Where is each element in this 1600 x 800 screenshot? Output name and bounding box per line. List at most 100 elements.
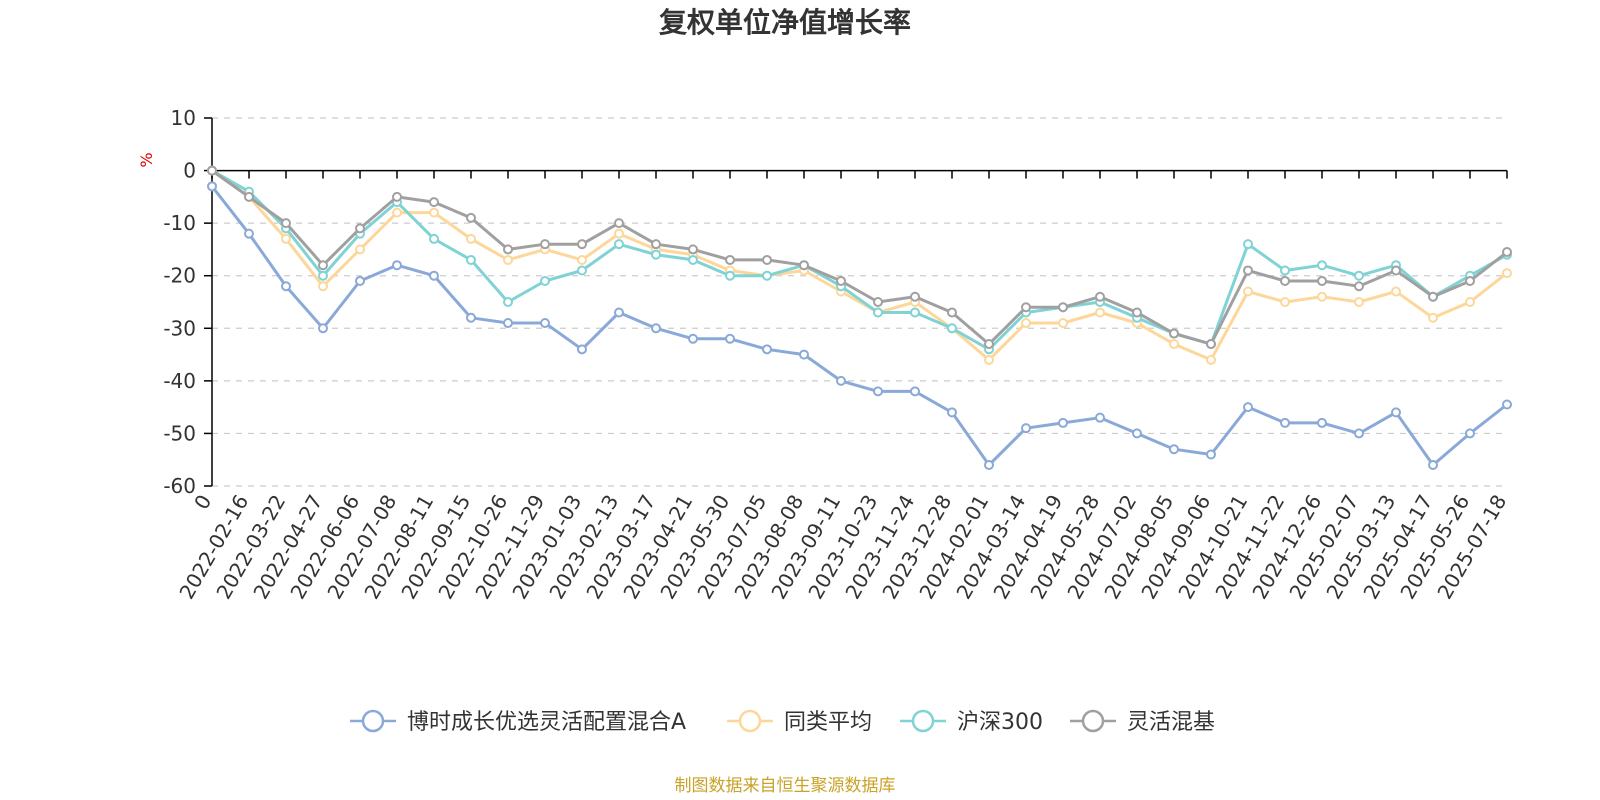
data-point <box>1058 318 1068 329</box>
data-point <box>1465 428 1475 439</box>
data-point <box>651 249 661 260</box>
legend-item[interactable]: 同类平均 <box>727 709 872 735</box>
data-point <box>1243 265 1253 276</box>
data-point <box>1317 275 1327 286</box>
data-point <box>281 281 291 292</box>
data-point <box>540 318 550 329</box>
data-point <box>947 307 957 318</box>
data-point <box>1391 286 1401 297</box>
legend-circle-icon <box>361 709 385 733</box>
data-point <box>466 233 476 244</box>
data-point <box>503 254 513 265</box>
data-point <box>984 339 994 350</box>
legend[interactable]: 博时成长优选灵活配置混合A 同类平均 沪深300 灵活混基 <box>350 709 1215 735</box>
data-point <box>466 312 476 323</box>
data-point <box>355 223 365 234</box>
data-point <box>429 270 439 281</box>
data-point <box>1243 402 1253 413</box>
data-point <box>910 386 920 397</box>
data-point <box>207 181 217 192</box>
data-point <box>429 207 439 218</box>
data-point <box>1502 247 1512 258</box>
data-point <box>1317 260 1327 271</box>
data-point <box>1465 297 1475 307</box>
y-tick-label: -10 <box>163 211 196 235</box>
y-axis-unit: % <box>137 152 156 167</box>
data-point <box>947 407 957 418</box>
data-point <box>281 218 291 229</box>
data-point <box>910 307 920 318</box>
data-point <box>207 165 217 176</box>
data-point <box>762 270 772 281</box>
y-tick-label: -40 <box>163 369 196 393</box>
data-point <box>1021 318 1031 329</box>
series-line <box>211 169 1508 351</box>
y-tick-label: 0 <box>183 159 196 183</box>
y-tick-label: -30 <box>163 316 196 340</box>
data-point <box>1095 412 1105 423</box>
legend-circle-icon <box>911 709 935 733</box>
legend-circle-icon <box>1081 709 1105 733</box>
legend-item[interactable]: 博时成长优选灵活配置混合A <box>350 709 686 735</box>
data-point <box>984 459 994 470</box>
data-point <box>762 254 772 265</box>
data-point <box>836 275 846 286</box>
data-point <box>1354 428 1364 439</box>
data-point <box>1058 302 1068 313</box>
data-point <box>1428 312 1438 323</box>
data-point <box>614 239 624 250</box>
series-line <box>211 169 1508 362</box>
data-point <box>1243 286 1253 297</box>
data-point <box>318 323 328 334</box>
data-point <box>1095 291 1105 302</box>
data-point <box>1391 265 1401 276</box>
data-point <box>318 260 328 271</box>
data-point <box>873 307 883 318</box>
series-1 <box>207 165 1512 365</box>
chart-title: 复权单位净值增长率 <box>659 6 911 39</box>
data-point <box>1502 399 1512 410</box>
data-point <box>540 239 550 250</box>
legend-item[interactable]: 沪深300 <box>900 709 1043 735</box>
data-point <box>429 233 439 244</box>
legend-item[interactable]: 灵活混基 <box>1070 709 1215 735</box>
data-point <box>614 228 624 239</box>
data-point <box>466 254 476 265</box>
data-point <box>1169 339 1179 350</box>
data-point <box>577 239 587 250</box>
data-point <box>725 270 735 281</box>
y-tick-label: -20 <box>163 264 196 288</box>
data-point <box>1428 291 1438 302</box>
data-point <box>799 260 809 271</box>
data-point <box>392 207 402 218</box>
data-point <box>799 349 809 360</box>
data-point <box>577 344 587 355</box>
data-point <box>614 218 624 229</box>
data-point <box>281 233 291 244</box>
data-point <box>1465 275 1475 286</box>
data-point <box>1132 307 1142 318</box>
data-point <box>873 297 883 307</box>
data-point <box>1280 297 1290 307</box>
legend-label: 沪深300 <box>957 710 1043 735</box>
data-point <box>318 281 328 292</box>
data-point <box>725 254 735 265</box>
data-point <box>1243 239 1253 250</box>
data-point <box>1354 297 1364 307</box>
data-point <box>1058 417 1068 428</box>
data-point <box>873 386 883 397</box>
data-point <box>1280 275 1290 286</box>
data-point <box>1206 354 1216 365</box>
data-point <box>651 323 661 334</box>
data-point <box>503 244 513 255</box>
data-point <box>1317 291 1327 302</box>
legend-label: 灵活混基 <box>1127 710 1215 735</box>
data-point <box>1021 423 1031 434</box>
data-point <box>577 254 587 265</box>
y-tick-label: -50 <box>163 421 196 445</box>
data-point <box>1502 268 1512 279</box>
data-point <box>392 260 402 271</box>
data-point <box>244 228 254 239</box>
data-point <box>688 244 698 255</box>
